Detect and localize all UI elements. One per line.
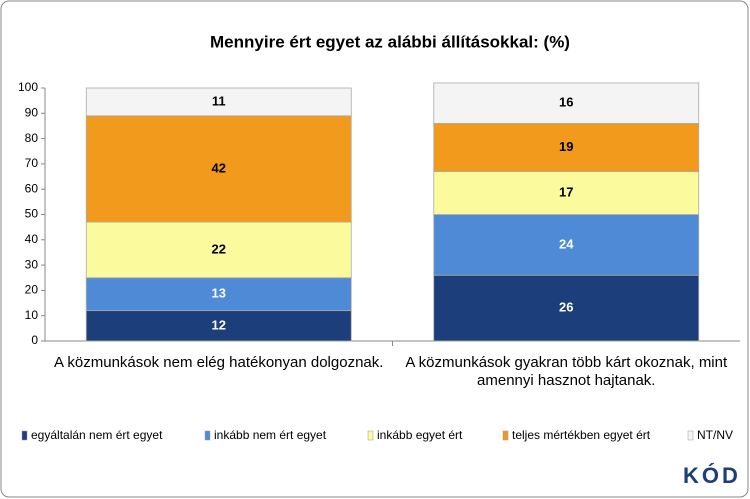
y-tick-label: 100 [18,80,38,94]
bar-segment [433,123,700,172]
y-tick-label: 90 [25,105,39,119]
y-tick-label: 60 [25,181,39,195]
bar-segment [85,221,352,279]
value-label: 16 [559,95,573,110]
y-tick-label: 70 [25,156,39,170]
bar-segment [85,310,352,342]
value-label: 22 [212,241,226,256]
value-label: 11 [212,93,226,108]
bar-segment [433,171,700,215]
x-tick-label: A közmunkások nem elég hatékonyan dolgoz… [54,354,384,371]
legend-swatch [21,430,28,441]
legend-label: egyáltalán nem ért egyet [31,428,163,442]
y-tick-label: 20 [25,283,39,297]
value-label: 13 [212,286,226,301]
y-tick-label: 50 [25,207,39,221]
legend-swatch [687,430,694,441]
legend-swatch [502,430,509,441]
logo: KÓD [683,463,741,488]
legend-swatch [367,430,374,441]
value-label: 12 [212,317,226,332]
legend-label: inkább egyet ért [377,428,463,442]
value-label: 42 [212,160,226,175]
y-tick-label: 10 [25,308,39,322]
bar-segment [433,274,700,342]
value-label: 19 [559,139,573,154]
bar-segment [85,115,352,223]
legend-label: inkább nem ért egyet [214,428,327,442]
x-tick-label: A közmunkások gyakran több kárt okoznak,… [405,354,728,389]
y-tick-label: 0 [31,333,38,347]
chart-title: Mennyire ért egyet az alábbi állításokka… [210,32,570,51]
bar-segment [85,277,352,312]
y-tick-label: 80 [25,131,39,145]
legend-label: NT/NV [697,428,733,442]
legend-swatch [204,430,211,441]
bar-segment [85,87,352,117]
y-tick-label: 30 [25,257,39,271]
value-label: 26 [559,300,573,315]
y-tick-label: 40 [25,232,39,246]
value-label: 24 [559,236,574,251]
legend-label: teljes mértékben egyet ért [512,428,651,442]
value-label: 17 [559,184,573,199]
bar-segment [433,82,700,124]
